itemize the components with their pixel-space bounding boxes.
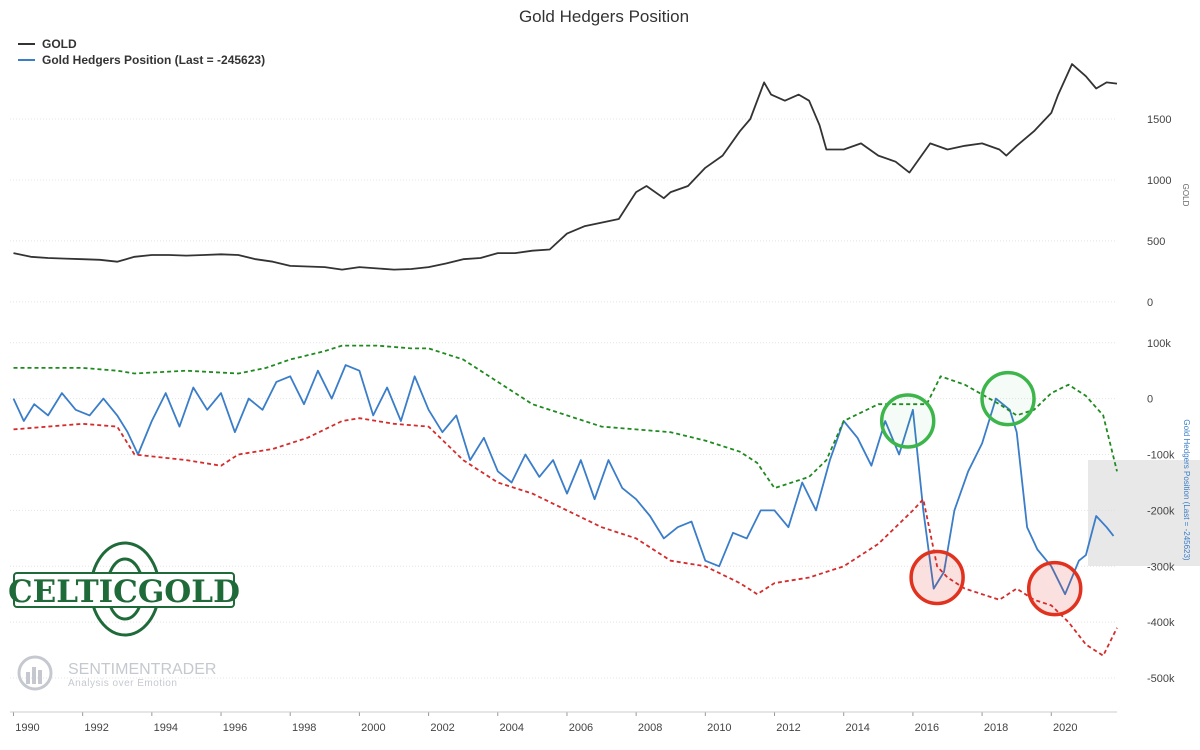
series-line-hedgers-1 — [13, 344, 1118, 489]
y-axis-title-hedgers: Gold Hedgers Position (Last = -245623) — [1182, 419, 1191, 561]
sentimentrader-watermark: SENTIMENTRADER Analysis over Emotion — [17, 655, 216, 691]
chart-title: Gold Hedgers Position — [519, 7, 689, 26]
sentimentrader-title: SENTIMENTRADER — [68, 661, 216, 678]
sentimentrader-icon — [17, 655, 53, 691]
legend-label-hedgers: Gold Hedgers Position (Last = -245623) — [42, 53, 265, 67]
y-tick-label-gold: 1500 — [1147, 114, 1171, 126]
legend-label-gold: GOLD — [42, 37, 77, 51]
annotation-circle — [1026, 560, 1083, 617]
x-tick-label: 1994 — [154, 722, 178, 734]
annotations — [879, 370, 1083, 617]
last-value-highlight — [1088, 460, 1200, 566]
x-tick-label: 2004 — [500, 722, 524, 734]
sentimentrader-subtitle: Analysis over Emotion — [68, 678, 177, 689]
y-tick-label-hedgers: 0 — [1147, 394, 1153, 406]
sentimentrader-icon-bar-1 — [26, 672, 30, 684]
series-line-hedgers-0 — [12, 364, 1115, 596]
series-line-hedgers-2 — [13, 417, 1118, 657]
y-tick-label-gold: 0 — [1147, 297, 1153, 309]
y-tick-label-gold: 500 — [1147, 236, 1165, 248]
annotation-circle — [879, 393, 936, 449]
x-tick-label: 2016 — [915, 722, 939, 734]
y-tick-label-hedgers: -300k — [1147, 561, 1175, 573]
y-tick-label-gold: 1000 — [1147, 175, 1171, 187]
sentimentrader-icon-bar-2 — [32, 667, 36, 684]
x-tick-label: 2006 — [569, 722, 593, 734]
annotation-circle — [980, 370, 1036, 427]
series-layer — [12, 63, 1118, 657]
x-tick-label: 2012 — [776, 722, 800, 734]
x-tick-label: 1990 — [15, 722, 39, 734]
x-tick-label: 2002 — [430, 722, 454, 734]
sentimentrader-icon-bar-3 — [38, 670, 42, 684]
x-tick-label: 2010 — [707, 722, 731, 734]
legend: GOLD Gold Hedgers Position (Last = -2456… — [18, 37, 265, 67]
x-tick-label: 1992 — [84, 722, 108, 734]
annotation-circle — [909, 549, 965, 606]
y-tick-label-hedgers: 100k — [1147, 338, 1171, 350]
x-tick-label: 2014 — [845, 722, 869, 734]
celticgold-logo: CELTICGOLD — [8, 541, 240, 637]
y-tick-label-hedgers: -400k — [1147, 617, 1175, 629]
y-tick-label-hedgers: -500k — [1147, 673, 1175, 685]
celtic-banner — [13, 572, 235, 608]
x-tick-label: 2020 — [1053, 722, 1077, 734]
x-tick-label: 2000 — [361, 722, 385, 734]
y-tick-label-hedgers: -200k — [1147, 505, 1175, 517]
x-tick-label: 1996 — [223, 722, 247, 734]
x-tick-label: 2018 — [984, 722, 1008, 734]
x-tick-label: 1998 — [292, 722, 316, 734]
axes: 0 500 1000 1500 100k 0 -100k -200k -300k -400k -50… — [10, 114, 1175, 734]
celticgold-logo-text: CELTICGOLD — [8, 574, 240, 610]
y-tick-label-hedgers: -100k — [1147, 450, 1175, 462]
y-axis-title-gold: GOLD — [1181, 184, 1190, 207]
series-line-gold-0 — [13, 63, 1118, 271]
x-tick-label: 2008 — [638, 722, 662, 734]
